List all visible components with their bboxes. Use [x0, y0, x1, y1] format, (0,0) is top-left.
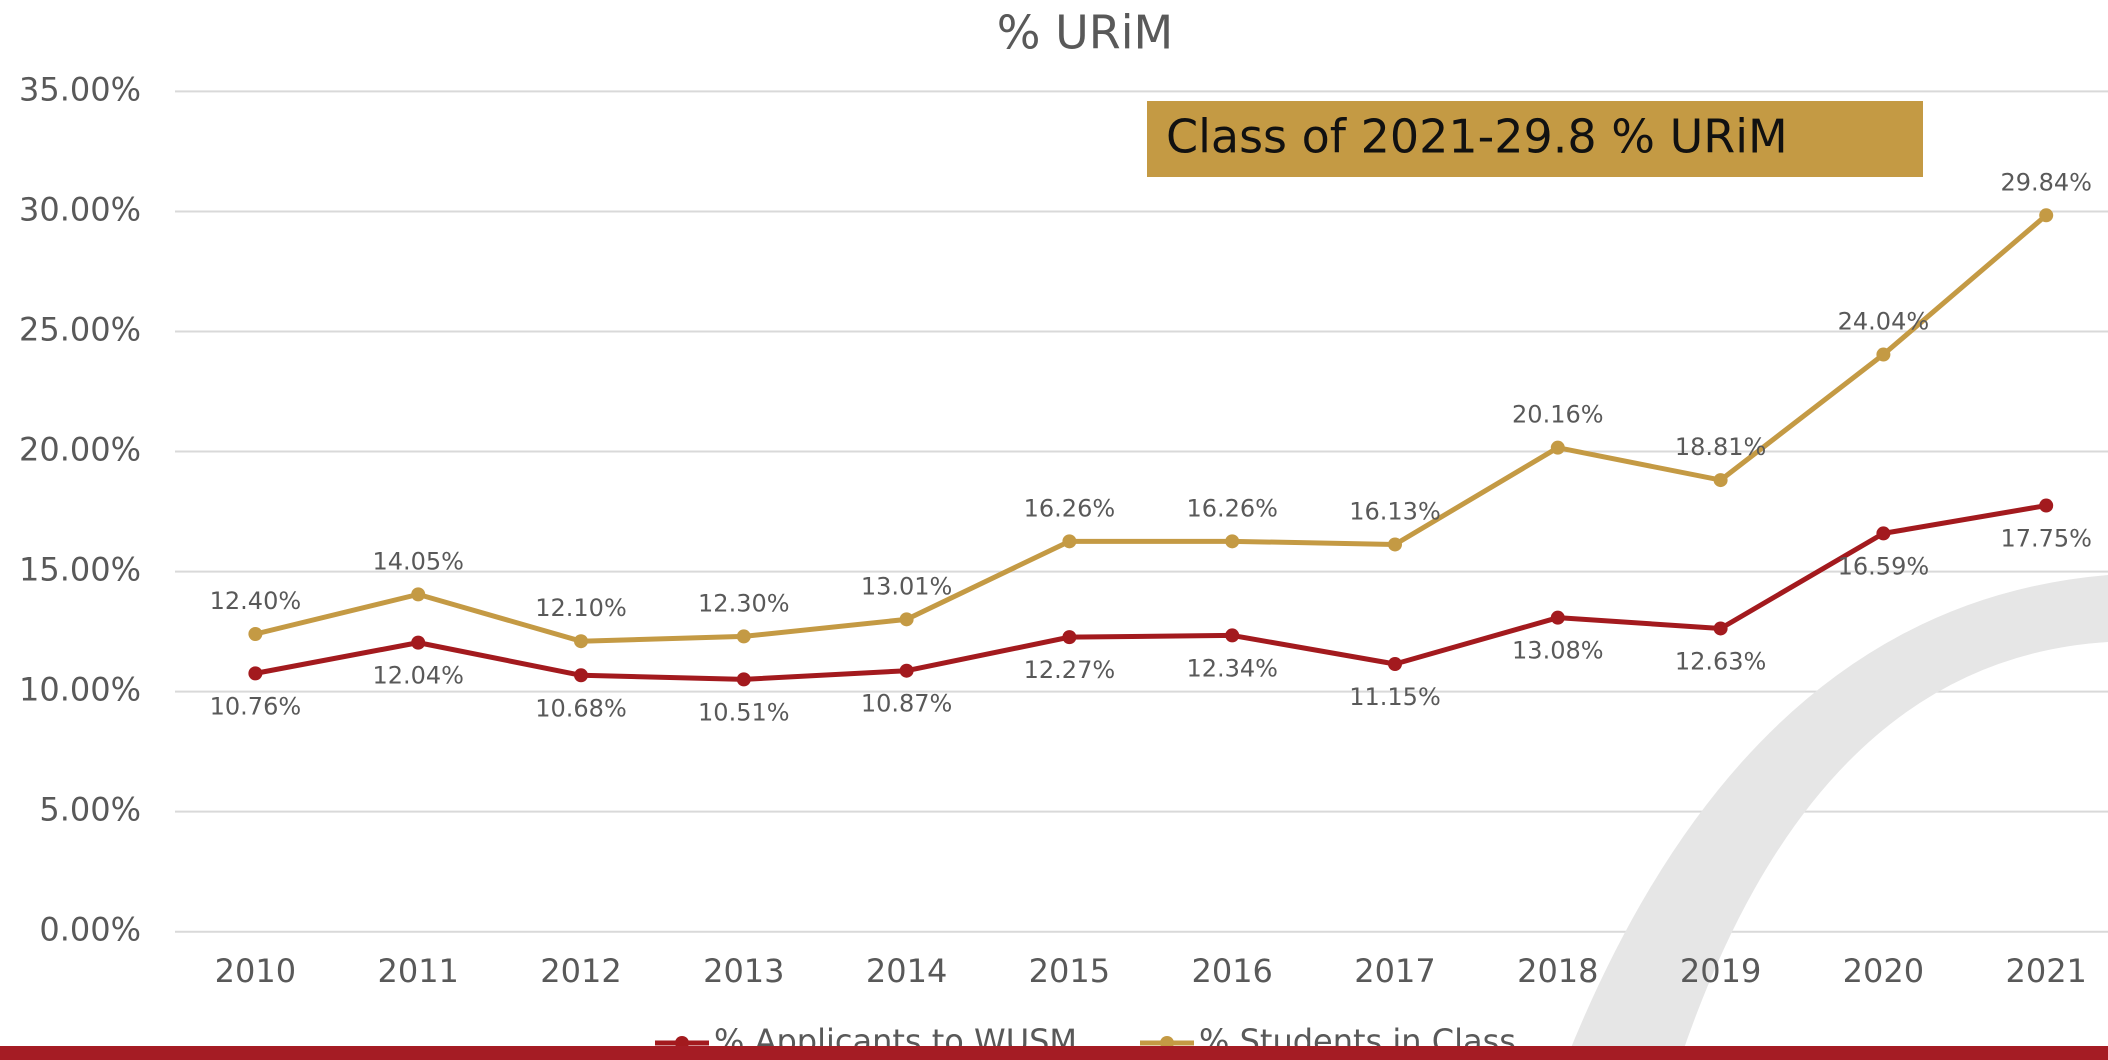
data-label: 10.76% — [210, 692, 302, 720]
data-point — [736, 629, 751, 644]
data-point — [1876, 526, 1891, 541]
data-label: 12.30% — [698, 589, 790, 617]
x-tick-label: 2013 — [703, 952, 784, 990]
data-point — [2039, 208, 2054, 223]
data-label: 11.15% — [1349, 683, 1441, 711]
y-tick-label: 5.00% — [39, 791, 141, 829]
data-point — [1550, 440, 1565, 455]
annotation-box — [1147, 101, 1923, 177]
data-label: 12.34% — [1186, 654, 1278, 682]
y-tick-label: 0.00% — [39, 911, 141, 949]
data-label: 12.63% — [1675, 647, 1767, 675]
data-point — [1713, 473, 1728, 488]
data-point — [1388, 657, 1402, 672]
data-point — [1876, 347, 1891, 362]
x-tick-label: 2015 — [1029, 952, 1110, 990]
data-point — [1225, 628, 1240, 643]
data-label: 10.51% — [698, 698, 790, 726]
data-point — [1388, 537, 1402, 552]
x-tick-label: 2020 — [1843, 952, 1924, 990]
data-label: 18.81% — [1675, 433, 1767, 461]
data-label: 12.10% — [535, 594, 627, 622]
grid — [175, 90, 2108, 933]
data-label: 12.27% — [1024, 656, 1116, 684]
data-label: 29.84% — [2000, 168, 2092, 196]
x-tick-label: 2012 — [540, 952, 621, 990]
x-tick-label: 2021 — [2005, 952, 2086, 990]
data-label: 16.13% — [1349, 497, 1441, 525]
y-tick-label: 10.00% — [19, 671, 141, 709]
data-point — [574, 668, 588, 683]
data-label: 10.87% — [861, 690, 953, 718]
y-tick-label: 30.00% — [19, 190, 141, 228]
x-tick-label: 2018 — [1517, 952, 1598, 990]
annotation: Class of 2021-29.8 % URiM — [1166, 110, 1788, 164]
footer-bar — [0, 1046, 2108, 1060]
data-point — [248, 626, 263, 641]
data-label: 13.08% — [1512, 637, 1604, 665]
data-point — [1225, 534, 1240, 549]
y-tick-label: 25.00% — [19, 310, 141, 348]
data-point — [736, 672, 751, 687]
data-point — [1062, 534, 1077, 549]
chart-title: % URiM — [997, 6, 1173, 60]
data-point — [1550, 610, 1565, 625]
data-label: 10.68% — [535, 694, 627, 722]
data-point — [248, 666, 263, 681]
data-label: 20.16% — [1512, 401, 1604, 429]
data-label: 16.26% — [1186, 494, 1278, 522]
y-tick-label: 20.00% — [19, 431, 141, 469]
x-tick-label: 2011 — [377, 952, 458, 990]
series-line — [254, 503, 2047, 682]
data-label: 24.04% — [1838, 308, 1930, 336]
data-point — [411, 635, 426, 650]
data-point — [1062, 630, 1077, 645]
data-point — [899, 612, 914, 627]
data-label: 14.05% — [372, 547, 464, 575]
x-tick-label: 2019 — [1680, 952, 1761, 990]
data-point — [2039, 498, 2054, 513]
data-label: 16.59% — [1838, 552, 1930, 580]
data-label: 12.40% — [210, 587, 302, 615]
x-tick-label: 2017 — [1354, 952, 1435, 990]
data-label: 17.75% — [2000, 525, 2092, 553]
x-tick-label: 2014 — [866, 952, 947, 990]
y-tick-label: 35.00% — [19, 70, 141, 108]
data-label: 16.26% — [1024, 494, 1116, 522]
data-point — [899, 663, 914, 678]
data-point — [574, 634, 588, 649]
data-label: 12.04% — [372, 662, 464, 690]
y-tick-label: 15.00% — [19, 551, 141, 589]
series-line — [254, 213, 2048, 644]
x-tick-label: 2016 — [1191, 952, 1272, 990]
data-label: 13.01% — [861, 572, 953, 600]
data-point — [1713, 621, 1728, 636]
x-tick-label: 2010 — [215, 952, 296, 990]
decoration-arc — [1566, 575, 2108, 1060]
data-point — [411, 587, 426, 602]
